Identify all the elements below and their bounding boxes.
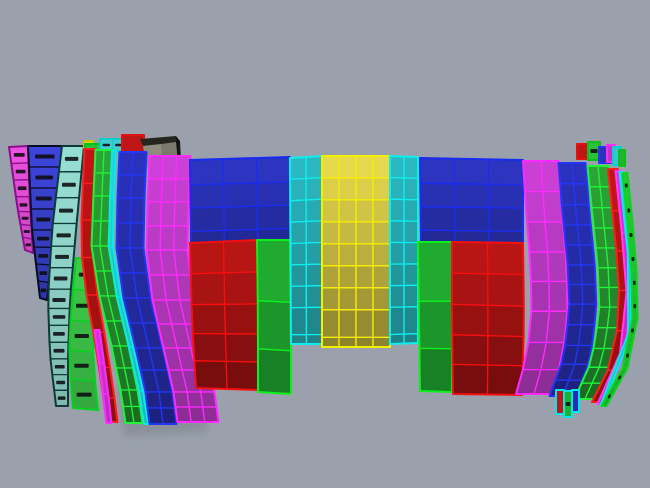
panel-band-layer bbox=[8, 134, 639, 425]
panel-id-label bbox=[74, 363, 89, 368]
panel-id-label bbox=[21, 216, 29, 220]
panel-id-label bbox=[629, 233, 633, 237]
block-red-left bbox=[189, 239, 259, 391]
tab-red-bottom-right bbox=[555, 389, 565, 415]
stern-band-green-left bbox=[90, 149, 144, 424]
tab-blue-bottom-right bbox=[571, 389, 580, 413]
band-cyan-right bbox=[389, 155, 419, 345]
panel-id-label bbox=[565, 402, 571, 406]
panel-id-label bbox=[37, 236, 50, 241]
panel-id-label bbox=[62, 182, 76, 187]
panel-id-label bbox=[38, 254, 49, 258]
panel-id-label bbox=[23, 230, 30, 233]
panel-id-label bbox=[56, 233, 71, 238]
stern-band-blue-left bbox=[115, 151, 178, 425]
panel-id-label bbox=[631, 257, 635, 261]
bow-cyan-strip bbox=[47, 145, 85, 407]
panel-id-label bbox=[618, 375, 622, 380]
panel-id-label bbox=[53, 276, 68, 281]
panel-id-label bbox=[52, 315, 66, 319]
panel-id-label bbox=[631, 328, 634, 333]
panel-id-label bbox=[76, 392, 92, 397]
sliver-magenta-left-bottom bbox=[93, 329, 113, 424]
panel-id-label bbox=[35, 196, 52, 201]
panel-id-label bbox=[590, 149, 598, 153]
band-cyan-left bbox=[289, 155, 323, 345]
panel-id-label bbox=[19, 203, 28, 207]
band-blue-right bbox=[548, 162, 598, 397]
panel-id-label bbox=[115, 143, 123, 147]
cap-red bbox=[121, 134, 145, 154]
panel-id-label bbox=[54, 365, 65, 369]
panel-id-label bbox=[57, 396, 66, 400]
panel-id-label bbox=[15, 169, 26, 174]
panel-id-label bbox=[36, 217, 51, 222]
panel-id-label bbox=[56, 380, 66, 385]
panel-id-label bbox=[25, 243, 31, 247]
panel-id-label bbox=[624, 183, 628, 188]
panel-id-label bbox=[40, 288, 47, 293]
panel-id-label bbox=[102, 143, 110, 147]
panel-id-label bbox=[626, 353, 629, 358]
panel-id-label bbox=[39, 271, 48, 275]
block-red-right bbox=[451, 241, 525, 396]
panel-id-label bbox=[53, 332, 65, 336]
sliver-green-right-outer bbox=[600, 172, 639, 407]
stern-band-red-left bbox=[80, 148, 119, 423]
sliver-cyan-left bbox=[108, 150, 149, 425]
nub-green2-right bbox=[618, 149, 626, 167]
panel-id-label bbox=[633, 304, 637, 309]
block-blue-left bbox=[189, 156, 292, 244]
panel-id-label bbox=[74, 334, 89, 338]
band-yellow-center bbox=[321, 155, 391, 348]
panel-id-label bbox=[627, 208, 631, 213]
panel-id-label bbox=[64, 156, 79, 161]
panel-id-label bbox=[17, 186, 27, 191]
nub-red-right bbox=[576, 143, 589, 160]
panel-id-label bbox=[76, 303, 90, 308]
panel-id-label bbox=[59, 208, 74, 213]
panel-id-label bbox=[35, 154, 55, 159]
panel-id-label bbox=[52, 298, 66, 302]
panel-id-label bbox=[55, 254, 69, 259]
band-magenta-left bbox=[145, 155, 220, 423]
panel-id-label bbox=[53, 348, 65, 353]
block-blue-right bbox=[419, 157, 524, 244]
panel-id-label bbox=[35, 175, 54, 180]
column-green-right bbox=[417, 241, 453, 393]
panel-id-label bbox=[632, 280, 636, 285]
tab-green-bottom-right bbox=[563, 390, 573, 418]
panel-id-label bbox=[13, 153, 25, 157]
column-green-left bbox=[256, 239, 292, 395]
panel-id-label bbox=[607, 394, 611, 399]
